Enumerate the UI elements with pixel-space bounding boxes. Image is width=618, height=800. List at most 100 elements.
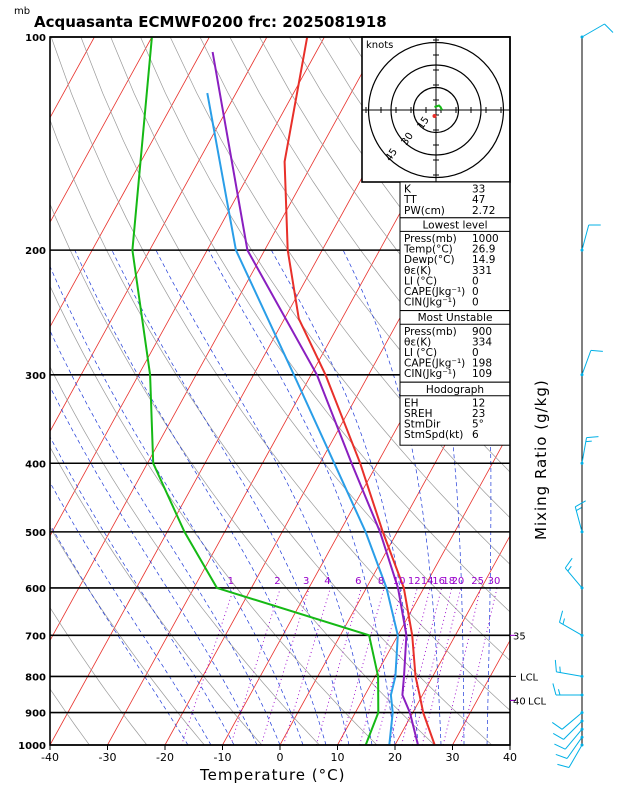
moist-adiabat-line xyxy=(111,249,350,745)
x-tick-label: 20 xyxy=(388,751,402,764)
stats-lowest-label: Dewp(°C) xyxy=(404,254,455,266)
pressure-label: 600 xyxy=(25,584,46,595)
dry-adiabat-line xyxy=(169,37,510,519)
wind-barb-flag xyxy=(554,743,566,750)
stats-lowest-value: 26.9 xyxy=(472,244,495,256)
stats-lowest-label: Press(mb) xyxy=(404,233,457,245)
pressure-label: 700 xyxy=(25,631,46,642)
wind-barb-half-flag xyxy=(585,440,592,443)
stats-index-value: 33 xyxy=(472,184,485,196)
wind-barb-flag xyxy=(586,436,599,439)
mixing-ratio-label: 30 xyxy=(488,576,501,587)
stats-unstable-label: LI (°C) xyxy=(404,347,437,359)
stats-unstable-value: 0 xyxy=(472,347,479,359)
hodograph-storm-marker xyxy=(432,114,437,118)
wind-barb-shaft xyxy=(559,621,583,636)
stats-lowest-value: 0 xyxy=(472,297,479,309)
pressure-label: 400 xyxy=(25,459,46,470)
wind-barb-shaft xyxy=(581,224,590,251)
mixing-ratio-label: 10 xyxy=(393,576,406,587)
dry-adiabat-line xyxy=(50,526,205,745)
hodograph-unit-label: knots xyxy=(366,40,393,51)
pressure-label: 800 xyxy=(25,672,46,683)
wind-barb-flag xyxy=(551,722,563,730)
dry-adiabat-line xyxy=(199,37,510,473)
wind-barb-shaft xyxy=(581,23,605,38)
wind-barb-half-flag xyxy=(559,666,561,673)
wind-barbs xyxy=(551,23,614,768)
wind-barb-half-flag xyxy=(567,565,572,572)
stats-unstable-label: CIN(Jkg⁻¹) xyxy=(404,368,456,380)
series-temperature-line xyxy=(283,37,436,745)
isotherm-line xyxy=(337,430,510,745)
stats-lowest-label: LI (°C) xyxy=(404,275,437,287)
pressure-label: 900 xyxy=(25,709,46,720)
x-tick-label: 0 xyxy=(277,751,284,764)
isotherm-line xyxy=(509,744,510,745)
mixing-ratio-label-35: 35 xyxy=(513,631,526,642)
pressure-label: 1000 xyxy=(18,741,46,752)
dry-adiabat-line xyxy=(557,37,618,745)
stats-hodo-label: EH xyxy=(404,397,419,409)
mixing-ratio-label: 25 xyxy=(471,576,484,587)
stats-lowest-label: CAPE(Jkg⁻¹) xyxy=(404,286,465,298)
stats-unstable-value: 334 xyxy=(472,336,492,348)
stats-box-hodograph xyxy=(399,381,511,446)
stats-hodo-value: 6 xyxy=(472,429,479,441)
wind-barb-shaft xyxy=(563,720,583,740)
stats-lowest-value: 0 xyxy=(472,286,479,298)
mixing-ratio-line xyxy=(340,587,385,745)
isotherm-line xyxy=(50,37,210,328)
wind-barb-shaft xyxy=(574,506,583,533)
stats-lowest-label: θε(K) xyxy=(404,265,431,277)
dry-adiabat-line xyxy=(50,37,510,711)
moist-adiabat-line xyxy=(50,385,258,745)
stats-unstable-label: θε(K) xyxy=(404,336,431,348)
stats-unstable-value: 109 xyxy=(472,368,492,380)
stats-lowest-value: 1000 xyxy=(472,233,499,245)
x-tick-label: -20 xyxy=(156,751,174,764)
wind-barb-flag xyxy=(559,610,564,623)
mixing-ratio-label: 4 xyxy=(324,576,330,587)
stats-hodo-label: StmSpd(kt) xyxy=(404,429,463,441)
stats-lowest-label: Temp(°C) xyxy=(403,244,453,256)
isotherm-line xyxy=(50,37,153,224)
hodograph-trace xyxy=(434,104,443,111)
hodograph-ring xyxy=(412,86,460,134)
stats-index-label: PW(cm) xyxy=(404,205,445,217)
wind-barb-shaft xyxy=(566,736,583,759)
isotherm-line xyxy=(50,37,268,433)
wind-barb-flag xyxy=(555,753,568,759)
mixing-ratio-label: 1 xyxy=(228,576,234,587)
wind-barb-shaft xyxy=(568,744,583,768)
mixing-ratio-line xyxy=(260,587,310,745)
stats-box-lowest xyxy=(399,217,511,312)
mixing-ratio-label: 3 xyxy=(303,576,309,587)
mixing-ratio-line xyxy=(460,587,498,745)
wind-barb-flag xyxy=(552,683,557,696)
x-tick-label: 40 xyxy=(503,751,517,764)
stats-hodo-value: 23 xyxy=(472,408,485,420)
moist-adiabat-line xyxy=(270,249,419,745)
dry-adiabat-line xyxy=(587,37,618,745)
isotherm-line xyxy=(50,37,383,642)
stats-index-label: K xyxy=(404,184,412,196)
stats-hodo-label: SREH xyxy=(404,408,433,420)
wind-barb-shaft xyxy=(556,671,583,677)
x-axis-title: Temperature (°C) xyxy=(199,766,345,784)
right-axis-title: Mixing Ratio (g/kg) xyxy=(532,379,550,540)
pressure-label: 100 xyxy=(25,33,46,44)
stats-hodo-label: StmDir xyxy=(404,419,441,431)
stats-hodo-value: 12 xyxy=(472,397,485,409)
mixing-ratio-label: 18 xyxy=(442,576,455,587)
moist-adiabat-line xyxy=(208,249,396,745)
mixing-ratio-label: 6 xyxy=(355,576,361,587)
wind-barb-shaft xyxy=(561,712,583,730)
wind-barb-flag xyxy=(575,500,586,508)
mixing-ratio-line xyxy=(442,587,482,745)
stats-index-value: 2.72 xyxy=(472,205,495,217)
stats-lowest-value: 331 xyxy=(472,265,492,277)
moist-adiabat-line xyxy=(50,329,281,745)
moist-adiabat-line xyxy=(50,523,189,745)
